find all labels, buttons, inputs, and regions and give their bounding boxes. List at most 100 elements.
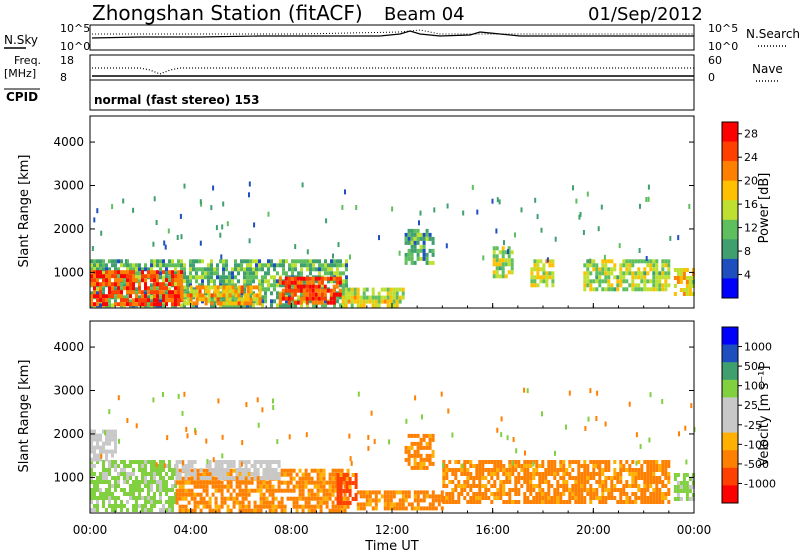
- echo-cell: [541, 496, 545, 500]
- echo-cell: [177, 282, 180, 287]
- echo-cell: [428, 441, 432, 446]
- echo-cell: [244, 464, 248, 468]
- echo-cell: [286, 472, 290, 477]
- echo-cell: [544, 500, 548, 504]
- echo-cell: [431, 260, 435, 265]
- echo-cell: [676, 485, 680, 489]
- echo-cell: [616, 476, 620, 480]
- echo-cell: [348, 493, 352, 497]
- echo-cell: [138, 279, 141, 284]
- echo-cell: [232, 468, 236, 473]
- echo-cell: [589, 287, 593, 292]
- echo-cell: [530, 275, 534, 280]
- echo-cell: [607, 468, 611, 472]
- echo-cell: [117, 476, 120, 480]
- echo-cell: [362, 287, 366, 292]
- echo-cell: [162, 484, 165, 488]
- echo-cell: [348, 481, 352, 485]
- echo-cell: [622, 275, 626, 280]
- echo-cell: [201, 285, 205, 290]
- echo-cell: [339, 477, 343, 481]
- echo-cell: [117, 270, 120, 275]
- echo-cell: [676, 280, 680, 284]
- echo-cell: [213, 279, 216, 284]
- echo-cell: [508, 464, 512, 468]
- echo-cell: [111, 492, 114, 496]
- echo-cell: [428, 445, 432, 450]
- echo-cell: [213, 293, 217, 298]
- echo-cell: [667, 492, 671, 496]
- echo-cell: [628, 468, 632, 472]
- echo-cell: [231, 279, 234, 284]
- echo-cell: [556, 468, 560, 472]
- echo-cell: [425, 494, 429, 499]
- echo-cell: [225, 293, 229, 298]
- echo-cell: [499, 460, 503, 464]
- echo-cell: [117, 267, 120, 272]
- echo-cell: [434, 506, 438, 511]
- echo-cell: [237, 301, 241, 306]
- echo-cell: [502, 492, 506, 496]
- echo-cell: [658, 279, 662, 284]
- echo-cell: [374, 502, 378, 507]
- echo-cell: [655, 488, 659, 492]
- echo-cell: [337, 504, 341, 509]
- echo-scatter: [163, 463, 166, 469]
- echo-cell: [299, 296, 303, 301]
- echo-cell: [407, 449, 411, 454]
- velocity-colorbar-label: Velocity [m s⁻¹]: [757, 366, 772, 467]
- echo-scatter: [215, 225, 218, 231]
- echo-cell: [286, 496, 290, 501]
- echo-cell: [217, 484, 221, 489]
- echo-cell: [222, 299, 225, 304]
- echo-cell: [342, 283, 345, 288]
- echo-cell: [216, 301, 220, 306]
- echo-cell: [174, 496, 177, 500]
- echo-cell: [126, 267, 129, 272]
- echo-cell: [529, 488, 533, 492]
- echo-cell: [667, 460, 671, 464]
- echo-cell: [108, 437, 111, 442]
- echo-cell: [306, 263, 309, 268]
- echo-cell: [339, 493, 343, 497]
- echo-cell: [105, 488, 108, 492]
- echo-cell: [244, 472, 248, 476]
- echo-cell: [325, 500, 329, 505]
- echo-cell: [351, 473, 355, 477]
- echo-cell: [562, 480, 566, 484]
- echo-cell: [574, 500, 578, 504]
- echo-scatter: [495, 228, 498, 234]
- time-x-axis: 00:00 04:00 08:00 12:00 16:00 20:00 00:00: [73, 303, 711, 537]
- echo-cell: [336, 271, 339, 276]
- echo-scatter: [288, 434, 291, 440]
- echo-scatter: [199, 199, 202, 205]
- echo-cell: [356, 287, 360, 292]
- echo-cell: [616, 488, 620, 492]
- echo-cell: [117, 496, 120, 500]
- echo-cell: [640, 472, 644, 476]
- echo-cell: [120, 508, 123, 512]
- echo-cell: [523, 492, 527, 496]
- echo-cell: [93, 302, 96, 307]
- echo-cell: [159, 302, 162, 307]
- echo-cell: [395, 287, 399, 292]
- echo-cell: [493, 480, 497, 484]
- echo-cell: [410, 433, 414, 438]
- echo-cell: [235, 500, 239, 505]
- echo-cell: [377, 303, 381, 308]
- echo-cell: [147, 484, 150, 488]
- echo-cell: [547, 480, 551, 484]
- echo-cell: [231, 289, 235, 294]
- echo-cell: [132, 496, 135, 500]
- echo-cell: [314, 300, 318, 305]
- echo-cell: [401, 506, 405, 511]
- echo-cell: [673, 292, 677, 296]
- echo-cell: [288, 267, 291, 272]
- echo-cell: [646, 496, 650, 500]
- echo-cell: [508, 492, 512, 496]
- echo-cell: [499, 492, 503, 496]
- echo-cell: [334, 484, 338, 489]
- echo-cell: [168, 287, 171, 292]
- echo-cell: [511, 468, 515, 472]
